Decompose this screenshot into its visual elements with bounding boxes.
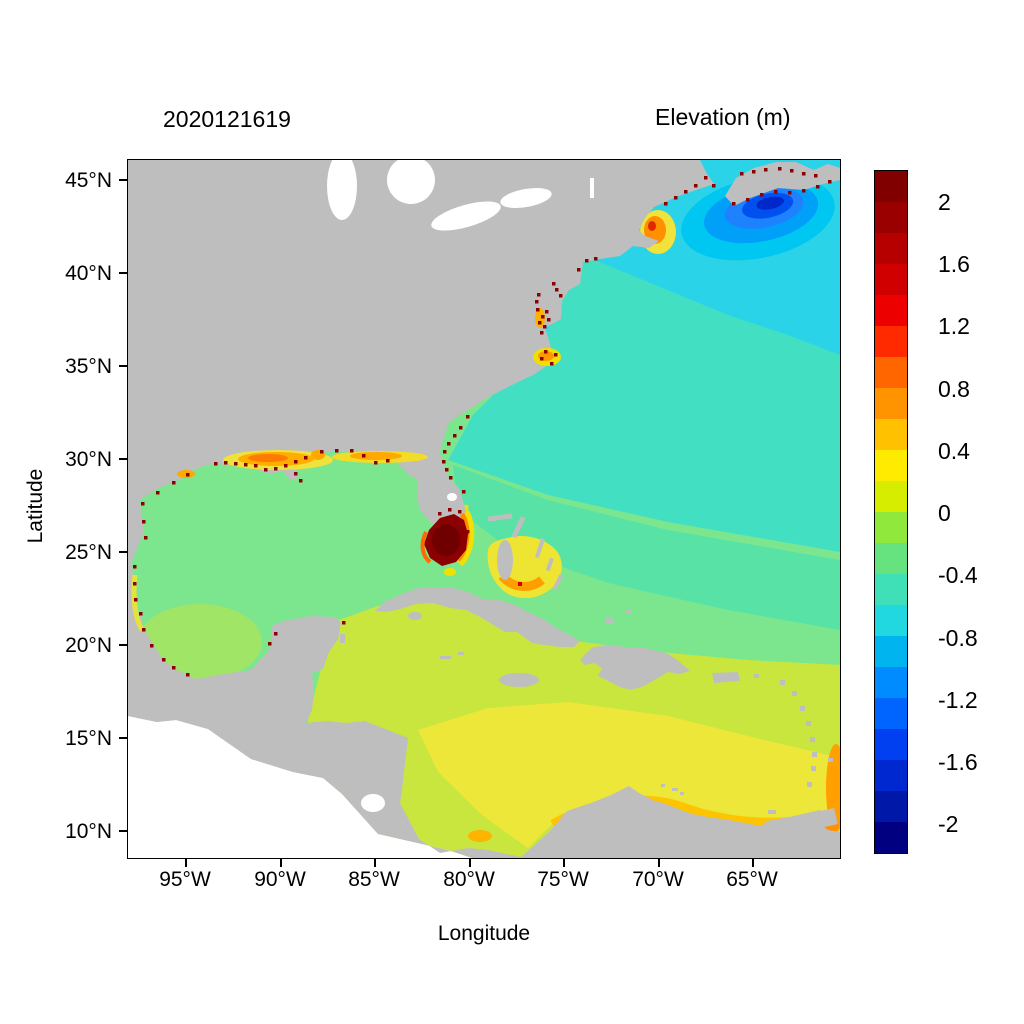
x-tick-70w: 70°W	[632, 868, 684, 891]
x-tickmark	[563, 858, 565, 867]
land-jamaica	[499, 673, 539, 687]
cb-label-m2: -2	[938, 811, 959, 837]
y-tick-20n: 20°N	[65, 634, 112, 657]
colorbar-title: Elevation (m)	[655, 104, 791, 130]
y-axis-title: Latitude	[24, 468, 47, 544]
cb-label-0p4: 0.4	[938, 438, 970, 464]
x-tick-85w: 85°W	[348, 868, 400, 891]
x-tickmark	[374, 858, 376, 867]
lakes	[327, 160, 594, 812]
y-tickmark	[119, 272, 128, 274]
y-tickmark	[119, 551, 128, 553]
y-tick-35n: 35°N	[65, 355, 112, 378]
y-tick-45n: 45°N	[65, 169, 112, 192]
y-tick-15n: 15°N	[65, 727, 112, 750]
pacific-no-data	[128, 716, 472, 858]
cb-label-0p8: 0.8	[938, 376, 970, 402]
y-tickmark	[119, 830, 128, 832]
land-north-america	[128, 160, 714, 858]
x-tick-80w: 80°W	[443, 868, 495, 891]
land-puerto-rico	[712, 672, 740, 683]
timestamp-title: 2020121619	[163, 106, 291, 132]
cb-label-1p2: 1.2	[938, 313, 970, 339]
x-axis-title: Longitude	[437, 922, 531, 945]
y-tickmark	[119, 365, 128, 367]
y-tick-10n: 10°N	[65, 820, 112, 843]
cb-label-m0p8: -0.8	[938, 625, 978, 651]
x-tickmark	[752, 858, 754, 867]
land-masses	[128, 160, 840, 858]
x-tickmark	[469, 858, 471, 867]
x-tick-95w: 95°W	[159, 868, 211, 891]
colorbar	[874, 170, 908, 854]
land-small-islands	[340, 513, 838, 828]
x-tick-75w: 75°W	[537, 868, 589, 891]
cb-label-2: 2	[938, 189, 951, 215]
florida-surge-max	[420, 510, 475, 576]
cb-label-1p6: 1.6	[938, 251, 970, 277]
y-tickmark	[119, 458, 128, 460]
cb-label-m1p2: -1.2	[938, 687, 978, 713]
x-tickmark	[280, 858, 282, 867]
elevation-map-canvas	[128, 160, 840, 858]
x-tickmark	[658, 858, 660, 867]
y-tick-25n: 25°N	[65, 541, 112, 564]
coastal-highs	[131, 167, 832, 677]
land-hispaniola	[580, 645, 690, 690]
cb-label-m0p4: -0.4	[938, 562, 978, 588]
land-cuba	[375, 587, 580, 647]
x-tickmark	[185, 858, 187, 867]
x-tick-90w: 90°W	[254, 868, 306, 891]
map-panel	[127, 159, 841, 859]
y-tickmark	[119, 179, 128, 181]
cb-label-m1p6: -1.6	[938, 749, 978, 775]
y-tickmark	[119, 644, 128, 646]
cb-label-0: 0	[938, 500, 951, 526]
y-tickmark	[119, 737, 128, 739]
y-tick-40n: 40°N	[65, 262, 112, 285]
land-south-america	[521, 786, 840, 858]
x-tick-65w: 65°W	[726, 868, 778, 891]
y-tick-30n: 30°N	[65, 448, 112, 471]
